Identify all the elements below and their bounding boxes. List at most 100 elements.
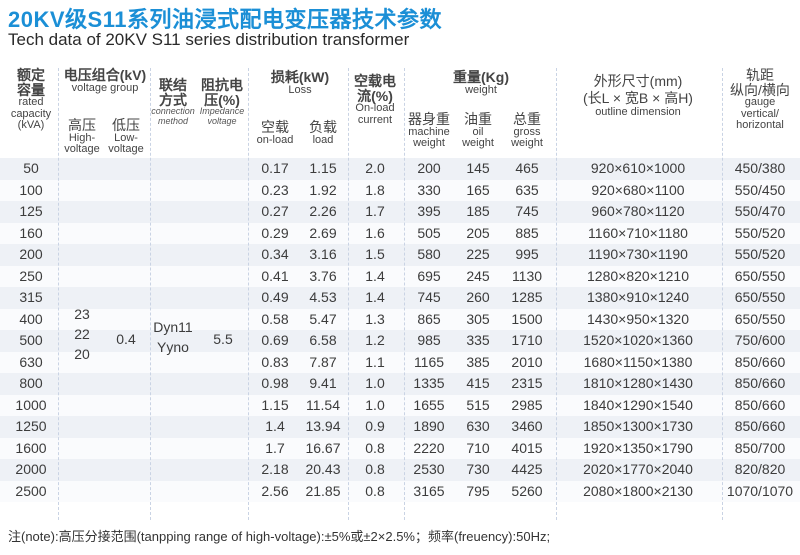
cell-load: 3.16 [309,246,337,262]
cell-gross: 1500 [511,310,543,327]
header-low-voltage: 低压 Low- voltage [108,117,144,156]
cell-no-load: 1.7 [265,439,285,456]
cell-gauge: 650/550 [734,267,786,284]
cell-capacity: 160 [19,224,43,241]
cell-gross: 4425 [511,461,543,477]
cell-capacity: 315 [19,289,43,305]
cell-load: 21.85 [305,482,341,499]
table-row [0,158,800,180]
cell-outline: 1430×950×1320 [587,310,689,327]
cell-current: 0.8 [365,461,385,477]
cell-no-load: 0.49 [261,289,289,305]
cell-outline: 1520×1020×1360 [583,332,693,348]
cell-current: 1.3 [365,310,385,327]
cell-current: 1.4 [365,289,385,305]
cell-machine: 1165 [413,353,445,370]
header-gauge: 轨距 纵向/横向 gauge vertical/ horizontal [730,67,790,132]
cell-outline: 1280×820×1210 [587,267,689,284]
cell-load: 2.69 [309,224,337,241]
cell-oil: 515 [466,396,490,413]
cell-machine: 1890 [413,418,445,434]
cell-oil: 245 [466,267,490,284]
table-row [0,330,800,352]
cell-load: 4.53 [309,289,337,305]
header-no-load-loss: 空载 on-load [256,119,294,146]
cell-gross: 2985 [511,396,543,413]
cell-no-load: 2.56 [261,482,289,499]
cell-gross: 635 [515,181,539,198]
cell-gauge: 550/470 [734,203,786,219]
cell-current: 1.6 [365,224,385,241]
cell-gross: 4015 [511,439,543,456]
table-row [0,416,800,438]
header-capacity: 额定 容量 rated capacity (kVA) [10,67,52,132]
cell-gauge: 820/820 [734,461,786,477]
cell-gross: 5260 [511,482,543,499]
cell-gross: 2010 [511,353,543,370]
cell-no-load: 0.41 [261,267,289,284]
cell-oil: 795 [466,482,490,499]
merged-connection: Dyn11 Yyno [153,319,193,355]
cell-no-load: 0.27 [261,203,289,219]
cell-current: 1.8 [365,181,385,198]
cell-oil: 385 [466,353,490,370]
cell-load: 2.26 [309,203,337,219]
cell-current: 1.0 [365,375,385,391]
cell-gross: 995 [515,246,539,262]
cell-capacity: 100 [19,181,43,198]
cell-outline: 1840×1290×1540 [583,396,693,413]
page-title-cn: 20KV级S11系列油浸式配电变压器技术参数 [8,7,442,32]
header-gross-weight: 总重 gross weight [511,111,543,150]
cell-no-load: 0.17 [261,160,289,176]
cell-machine: 3165 [413,482,445,499]
header-weight: 重量(Kg) weight [453,69,509,96]
cell-no-load: 0.83 [261,353,289,370]
cell-gauge: 1070/1070 [726,482,794,499]
table-row [0,244,800,266]
cell-load: 13.94 [305,418,341,434]
cell-outline: 920×610×1000 [590,160,686,176]
cell-capacity: 500 [19,332,43,348]
cell-oil: 710 [466,439,490,456]
cell-machine: 865 [417,310,441,327]
table-row [0,308,800,330]
cell-load: 3.76 [309,267,337,284]
cell-machine: 2220 [413,439,445,456]
cell-load: 1.92 [309,181,337,198]
header-connection: 联结 方式 connection method [151,77,195,126]
table-row [0,265,800,287]
cell-machine: 200 [417,160,441,176]
cell-oil: 225 [466,246,490,262]
cell-machine: 2530 [413,461,445,477]
cell-oil: 260 [466,289,490,305]
merged-high-voltage: 23 22 20 [74,306,90,362]
cell-capacity: 250 [19,267,43,284]
cell-gauge: 550/520 [734,224,786,241]
cell-no-load: 0.98 [261,375,289,391]
cell-no-load: 0.29 [261,224,289,241]
cell-oil: 335 [466,332,490,348]
cell-outline: 1810×1280×1430 [583,375,693,391]
cell-outline: 960×780×1120 [591,203,685,219]
cell-gauge: 650/550 [734,310,786,327]
cell-capacity: 50 [23,160,39,176]
cell-oil: 145 [466,160,490,176]
cell-capacity: 2000 [15,461,47,477]
table-row [0,480,800,502]
cell-no-load: 0.69 [261,332,289,348]
cell-current: 0.8 [365,439,385,456]
table-row [0,201,800,223]
header-no-load-current: 空载电 流(%) On-load current [354,73,396,126]
cell-oil: 630 [466,418,490,434]
cell-current: 1.1 [365,353,385,370]
cell-oil: 205 [466,224,490,241]
table-row [0,437,800,459]
cell-machine: 745 [417,289,441,305]
header-machine-weight: 器身重 machine weight [408,111,450,150]
cell-outline: 1160×710×1180 [588,224,688,241]
cell-load: 7.87 [309,353,337,370]
cell-outline: 1190×730×1190 [588,246,688,262]
cell-gauge: 650/550 [734,289,786,305]
cell-capacity: 400 [19,310,43,327]
cell-current: 1.4 [365,267,385,284]
